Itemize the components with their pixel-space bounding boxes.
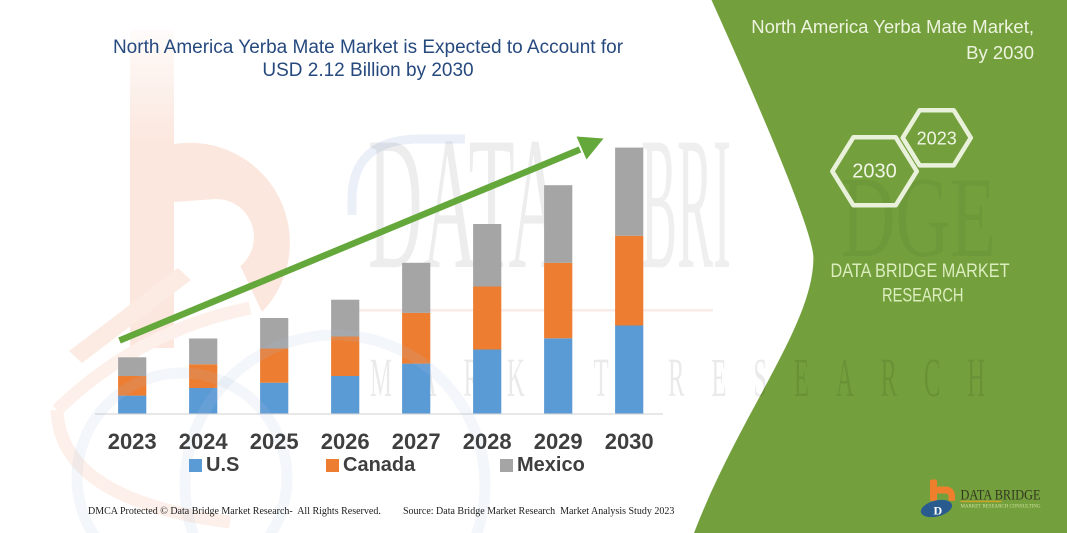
svg-text:RESEARCH: RESEARCH	[882, 286, 964, 307]
svg-text:2030: 2030	[852, 161, 897, 183]
svg-text:MARKET RESEARCH CONSULTING: MARKET RESEARCH CONSULTING	[961, 504, 1041, 510]
svg-text:D: D	[934, 504, 943, 518]
svg-text:MARKET RESEARCH: MARKET RESEARCH	[370, 348, 985, 409]
svg-text:2023: 2023	[917, 129, 957, 149]
svg-text:DATA: DATA	[368, 99, 563, 309]
svg-text:DATA BRIDGE MARKET: DATA BRIDGE MARKET	[831, 261, 1010, 282]
svg-text:BRI: BRI	[641, 99, 731, 309]
svg-text:DATA BRIDGE: DATA BRIDGE	[961, 488, 1041, 504]
